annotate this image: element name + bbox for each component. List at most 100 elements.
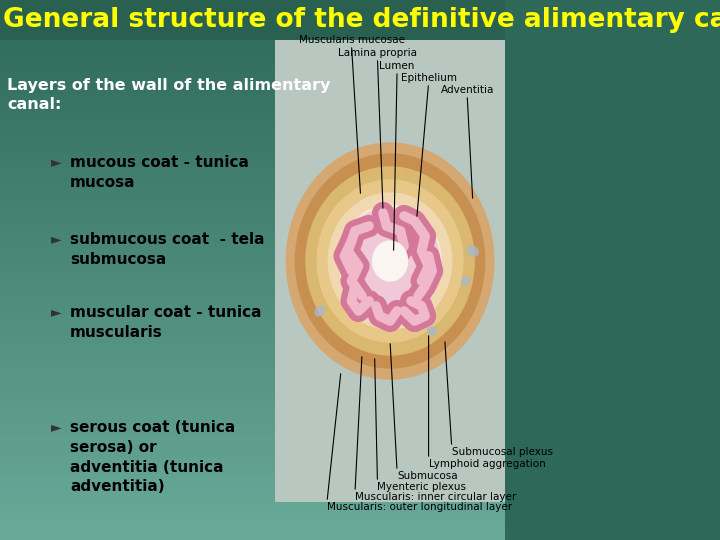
Bar (0, 154, 505, 162)
Ellipse shape (315, 306, 325, 316)
Text: Lamina propria: Lamina propria (338, 48, 417, 58)
Bar (0, 93, 505, 102)
Bar (0, 208, 505, 216)
Bar (0, 296, 505, 303)
Bar (0, 377, 505, 384)
Bar (0, 492, 505, 500)
Text: General structure of the definitive alimentary canal: General structure of the definitive alim… (3, 7, 720, 33)
Bar (0, 465, 505, 472)
Bar (0, 417, 505, 426)
Bar (0, 282, 505, 291)
Bar (0, 0, 505, 40)
Bar (0, 512, 505, 519)
Text: Muscularis mucosae: Muscularis mucosae (299, 35, 405, 45)
Bar (0, 289, 505, 297)
Bar (0, 141, 505, 148)
Text: Submucosa: Submucosa (397, 471, 458, 481)
Bar (0, 424, 505, 432)
Bar (0, 316, 505, 324)
Bar (0, 336, 505, 345)
Bar (0, 107, 505, 115)
Text: submucous coat  - tela
submucosa: submucous coat - tela submucosa (70, 232, 264, 267)
Bar (0, 46, 505, 54)
Bar (0, 147, 505, 156)
Bar (0, 0, 505, 6)
Bar (0, 519, 505, 526)
Bar (0, 26, 505, 33)
Bar (0, 168, 505, 176)
Bar (0, 73, 505, 81)
Ellipse shape (317, 180, 463, 342)
Bar (0, 215, 505, 222)
Ellipse shape (341, 208, 439, 314)
Ellipse shape (306, 167, 474, 355)
Bar (0, 127, 505, 135)
Bar (0, 444, 505, 453)
Text: ►: ► (50, 420, 61, 434)
Bar (0, 242, 505, 249)
Bar (0, 134, 505, 141)
Bar (0, 228, 505, 237)
Bar (0, 370, 505, 378)
Bar (0, 12, 505, 20)
Ellipse shape (428, 327, 436, 335)
Bar (0, 478, 505, 486)
Bar (0, 222, 505, 230)
Bar (0, 114, 505, 122)
Bar (0, 458, 505, 465)
Text: ►: ► (50, 155, 61, 169)
Bar (0, 343, 505, 351)
Bar (0, 120, 505, 128)
Bar (0, 262, 505, 270)
Bar (0, 60, 505, 68)
Bar (0, 404, 505, 411)
Bar (0, 384, 505, 392)
Bar (0, 174, 505, 183)
Bar (0, 255, 505, 263)
Bar (0, 363, 505, 372)
Ellipse shape (372, 241, 408, 281)
Text: Lumen: Lumen (379, 61, 415, 71)
Bar (0, 350, 505, 357)
Ellipse shape (287, 143, 494, 379)
Bar (0, 505, 505, 513)
Ellipse shape (467, 246, 478, 256)
Bar (0, 181, 505, 189)
Bar (0, 33, 505, 40)
Text: ►: ► (50, 232, 61, 246)
Text: Epithelium: Epithelium (400, 73, 456, 83)
Bar (0, 39, 505, 47)
Bar (0, 309, 505, 317)
Bar (0, 249, 505, 256)
Text: ►: ► (50, 305, 61, 319)
Bar (0, 451, 505, 459)
Bar (0, 80, 505, 87)
Bar (0, 390, 505, 399)
Text: Submucosal plexus: Submucosal plexus (451, 447, 553, 457)
Text: Muscularis: inner circular layer: Muscularis: inner circular layer (355, 492, 516, 502)
Bar (0, 438, 505, 446)
Text: Lymphoid aggregation: Lymphoid aggregation (428, 459, 545, 469)
Bar (0, 188, 505, 195)
Text: Adventitia: Adventitia (441, 85, 494, 95)
Bar (0, 269, 505, 276)
Bar (0, 471, 505, 480)
Bar (0, 6, 505, 14)
Bar (0, 100, 505, 108)
Bar (0, 87, 505, 94)
Bar (0, 53, 505, 60)
Ellipse shape (339, 205, 441, 317)
Bar (0, 161, 505, 168)
Bar (0, 195, 505, 202)
Bar (0, 66, 505, 74)
Bar (0, 330, 505, 338)
Ellipse shape (328, 193, 451, 329)
Bar (0, 431, 505, 438)
Bar (0, 323, 505, 330)
Bar (0, 235, 505, 243)
Bar (0, 303, 505, 310)
Text: muscular coat - tunica
muscularis: muscular coat - tunica muscularis (70, 305, 261, 340)
Text: Layers of the wall of the alimentary
canal:: Layers of the wall of the alimentary can… (7, 78, 330, 112)
Ellipse shape (295, 154, 485, 368)
Text: Muscularis: outer longitudinal layer: Muscularis: outer longitudinal layer (327, 502, 512, 512)
